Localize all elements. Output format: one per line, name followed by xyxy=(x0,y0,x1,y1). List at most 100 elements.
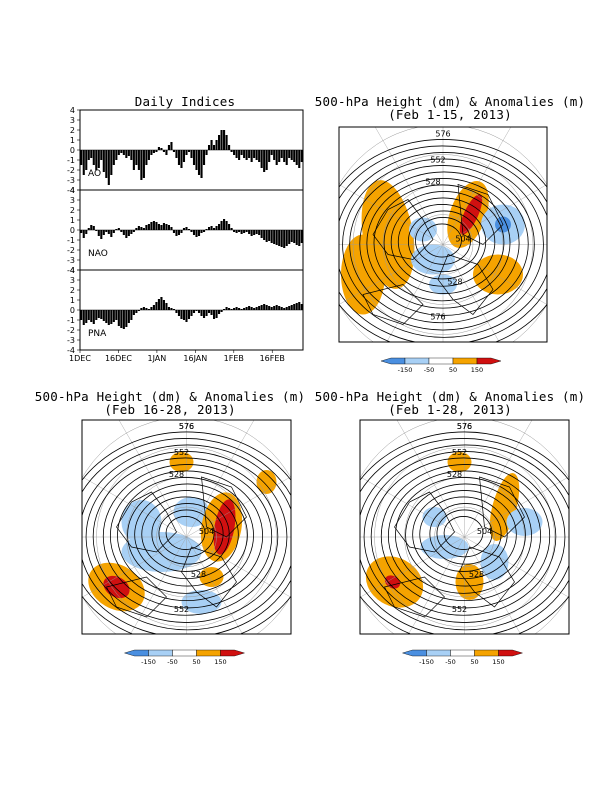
bar-ao xyxy=(280,150,283,158)
bar-ao xyxy=(85,150,88,170)
bar-nao xyxy=(255,230,258,234)
bar-nao xyxy=(112,230,115,233)
x-tick-label: 1JAN xyxy=(148,354,167,363)
bar-nao xyxy=(95,230,98,231)
bar-nao xyxy=(182,228,186,230)
coastline xyxy=(372,199,434,260)
bar-ao xyxy=(160,148,163,150)
meridian xyxy=(464,476,569,538)
height-contour xyxy=(82,438,291,634)
bar-pna xyxy=(80,310,83,320)
bar-pna xyxy=(255,307,258,310)
bar-pna xyxy=(233,308,236,310)
y-tick-label: -2 xyxy=(67,326,75,335)
bar-pna xyxy=(238,308,241,310)
bar-ao xyxy=(238,150,241,160)
bar-nao xyxy=(285,230,288,246)
y-tick-label: -4 xyxy=(67,266,75,275)
legend-label: 150 xyxy=(492,658,504,666)
height-contour xyxy=(82,431,291,634)
bar-nao xyxy=(265,230,268,242)
bar-pna xyxy=(87,310,90,320)
bar-nao xyxy=(250,230,253,236)
indices-title: Daily Indices xyxy=(134,94,236,109)
bar-ao xyxy=(235,150,238,158)
negative-anomaly xyxy=(411,244,455,275)
bar-nao xyxy=(215,226,218,230)
height-contour xyxy=(395,477,532,594)
height-contour xyxy=(436,509,493,558)
bar-pna xyxy=(240,309,243,310)
coastline xyxy=(437,254,494,315)
bar-ao xyxy=(240,150,243,155)
map1-subtitle: (Feb 1-15, 2013) xyxy=(388,107,512,122)
contour-label: 576 xyxy=(179,422,194,431)
y-tick-label: 1 xyxy=(70,216,75,225)
bar-ao xyxy=(278,150,281,162)
bar-ao xyxy=(230,150,233,152)
bar-ao xyxy=(207,145,211,150)
bar-ao xyxy=(273,150,276,160)
positive-anomaly xyxy=(447,452,472,472)
meridian xyxy=(339,244,444,305)
bar-pna xyxy=(122,310,125,329)
bar-nao xyxy=(82,230,85,238)
y-tick-label: 4 xyxy=(70,106,75,115)
bar-pna xyxy=(105,310,108,323)
bar-nao xyxy=(288,230,291,244)
bar-ao xyxy=(167,145,171,150)
height-contour xyxy=(363,451,566,623)
bar-nao xyxy=(275,230,278,245)
bar-nao xyxy=(135,228,138,230)
bar-pna xyxy=(260,305,263,310)
bar-nao xyxy=(110,230,113,237)
bar-nao xyxy=(245,230,248,232)
bar-nao xyxy=(147,224,150,230)
bar-ao xyxy=(130,150,133,160)
y-tick-label: 3 xyxy=(70,276,75,285)
bar-ao xyxy=(95,150,98,170)
bar-nao xyxy=(190,230,193,232)
legend-swatch-neg-strong xyxy=(380,357,406,365)
bar-nao xyxy=(167,225,171,230)
bar-pna xyxy=(112,310,115,322)
height-contour xyxy=(429,503,502,565)
bar-nao xyxy=(140,227,143,230)
bar-ao xyxy=(255,150,258,160)
coastline xyxy=(459,546,515,608)
bar-nao xyxy=(212,228,216,230)
bar-pna xyxy=(235,307,238,310)
bar-pna xyxy=(152,305,155,310)
bar-pna xyxy=(95,310,98,320)
bar-pna xyxy=(142,307,145,310)
contour-label: 552 xyxy=(452,448,467,457)
bar-nao xyxy=(132,230,135,232)
bar-ao xyxy=(225,135,228,150)
bar-ao xyxy=(187,150,191,152)
height-contour xyxy=(165,516,206,550)
bar-nao xyxy=(92,226,95,230)
bar-pna xyxy=(293,304,296,310)
bar-nao xyxy=(233,230,236,232)
height-contour xyxy=(117,477,254,594)
bar-pna xyxy=(212,310,216,319)
bar-ao xyxy=(285,150,288,165)
bar-pna xyxy=(258,306,261,310)
positive-anomaly xyxy=(169,452,194,472)
bar-ao xyxy=(180,150,183,168)
bar-ao xyxy=(107,150,110,185)
bar-pna xyxy=(300,304,303,310)
bar-ao xyxy=(210,140,213,150)
bar-pna xyxy=(295,303,298,310)
bar-pna xyxy=(197,310,201,313)
y-tick-label: -4 xyxy=(67,186,75,195)
coastline xyxy=(457,183,504,245)
bar-ao xyxy=(122,150,125,155)
bar-nao xyxy=(185,227,188,230)
map2-subtitle: (Feb 16-28, 2013) xyxy=(104,402,236,417)
coastline xyxy=(181,546,237,608)
y-tick-label: 3 xyxy=(70,196,75,205)
bar-pna xyxy=(253,308,256,310)
bar-ao xyxy=(97,150,100,168)
